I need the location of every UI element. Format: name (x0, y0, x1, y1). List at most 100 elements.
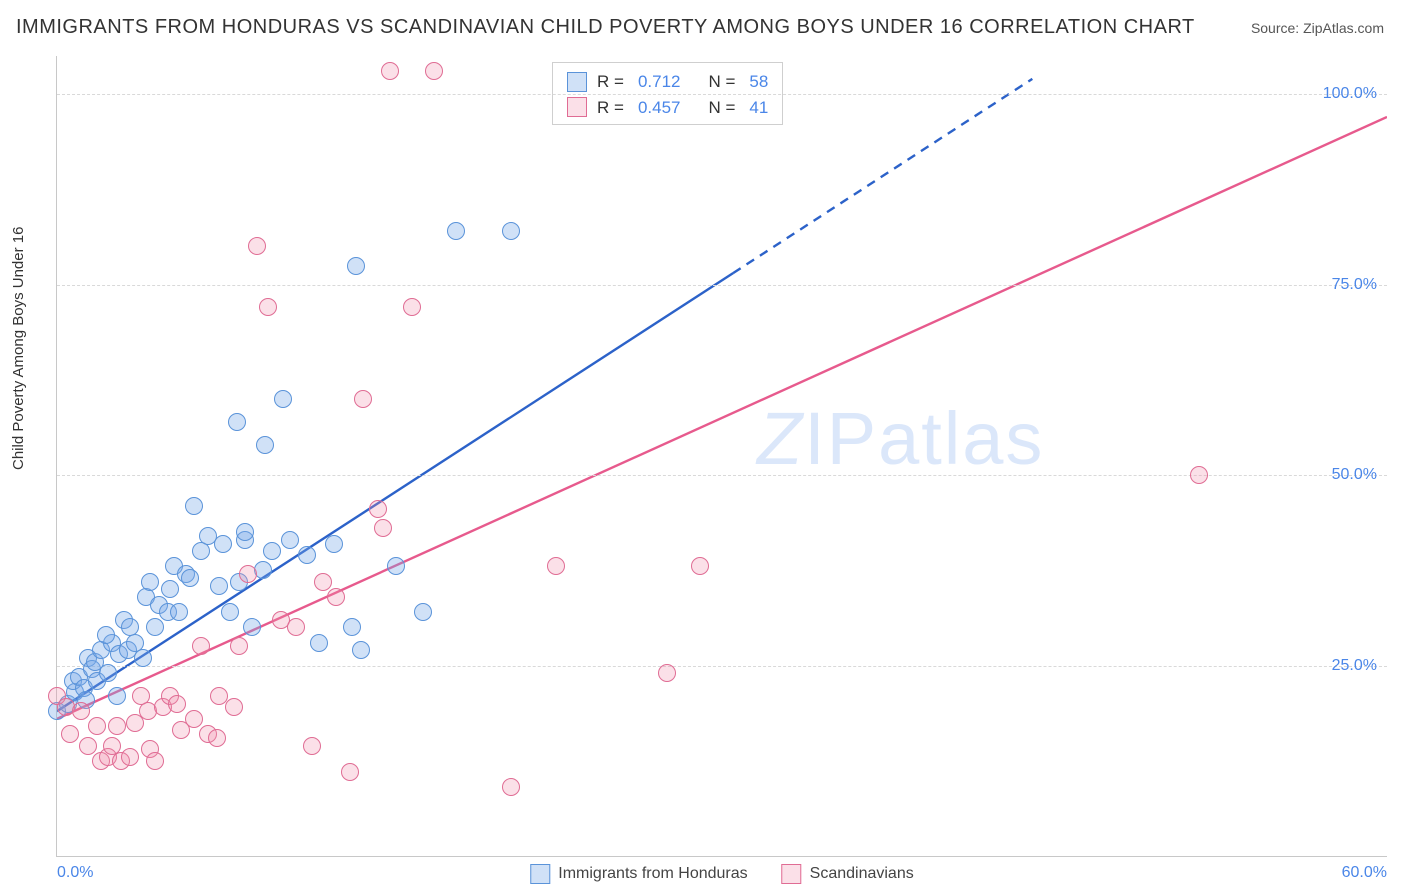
data-point-honduras (263, 542, 281, 560)
chart-plot-area: ZIPatlas R =0.712N =58R =0.457N =41 Immi… (56, 56, 1387, 857)
watermark-z: Z (757, 397, 804, 480)
legend-label: Immigrants from Honduras (558, 865, 747, 883)
data-point-scandinavians (225, 698, 243, 716)
data-point-scandinavians (369, 500, 387, 518)
data-point-scandinavians (425, 62, 443, 80)
data-point-honduras (347, 257, 365, 275)
data-point-scandinavians (192, 637, 210, 655)
data-point-scandinavians (314, 573, 332, 591)
data-point-honduras (281, 531, 299, 549)
r-label: R = (597, 95, 624, 121)
data-point-scandinavians (327, 588, 345, 606)
data-point-honduras (243, 618, 261, 636)
data-point-honduras (108, 687, 126, 705)
data-point-honduras (228, 413, 246, 431)
data-point-scandinavians (1190, 466, 1208, 484)
watermark-atlas: atlas (878, 397, 1044, 480)
data-point-scandinavians (108, 717, 126, 735)
x-tick-label: 0.0% (57, 864, 93, 882)
data-point-scandinavians (403, 298, 421, 316)
data-point-scandinavians (547, 557, 565, 575)
n-value: 58 (749, 69, 768, 95)
n-value: 41 (749, 95, 768, 121)
data-point-honduras (134, 649, 152, 667)
data-point-scandinavians (185, 710, 203, 728)
legend-item-scandinavians: Scandinavians (782, 864, 914, 884)
regression-lines (57, 56, 1387, 856)
data-point-scandinavians (287, 618, 305, 636)
data-point-honduras (170, 603, 188, 621)
data-point-honduras (325, 535, 343, 553)
gridline (57, 666, 1387, 667)
data-point-honduras (447, 222, 465, 240)
y-axis-label: Child Poverty Among Boys Under 16 (10, 227, 27, 470)
gridline (57, 285, 1387, 286)
data-point-scandinavians (208, 729, 226, 747)
data-point-honduras (146, 618, 164, 636)
legend-item-honduras: Immigrants from Honduras (530, 864, 747, 884)
data-point-scandinavians (88, 717, 106, 735)
r-value: 0.712 (638, 69, 681, 95)
data-point-scandinavians (374, 519, 392, 537)
data-point-scandinavians (381, 62, 399, 80)
data-point-honduras (256, 436, 274, 454)
data-point-honduras (214, 535, 232, 553)
data-point-honduras (274, 390, 292, 408)
y-tick-label: 75.0% (1332, 276, 1377, 294)
legend-stats-row-scandinavians: R = 0.457 N = 41 (567, 95, 768, 121)
gridline (57, 475, 1387, 476)
gridline (57, 94, 1387, 95)
data-point-scandinavians (121, 748, 139, 766)
data-point-honduras (298, 546, 316, 564)
source-label: Source: ZipAtlas.com (1251, 20, 1384, 36)
data-point-honduras (221, 603, 239, 621)
data-point-scandinavians (230, 637, 248, 655)
legend-swatch-honduras (530, 864, 550, 884)
data-point-scandinavians (354, 390, 372, 408)
data-point-scandinavians (239, 565, 257, 583)
legend-swatch-scandinavians (567, 97, 587, 117)
watermark: ZIPatlas (757, 396, 1044, 481)
data-point-scandinavians (210, 687, 228, 705)
data-point-honduras (181, 569, 199, 587)
data-point-scandinavians (691, 557, 709, 575)
data-point-scandinavians (502, 778, 520, 796)
data-point-scandinavians (658, 664, 676, 682)
page-title: IMMIGRANTS FROM HONDURAS VS SCANDINAVIAN… (16, 16, 1195, 39)
data-point-honduras (310, 634, 328, 652)
r-label: R = (597, 69, 624, 95)
data-point-scandinavians (61, 725, 79, 743)
data-point-scandinavians (72, 702, 90, 720)
n-label: N = (708, 95, 735, 121)
data-point-honduras (343, 618, 361, 636)
watermark-ip: IP (804, 397, 878, 480)
data-point-scandinavians (146, 752, 164, 770)
data-point-honduras (414, 603, 432, 621)
data-point-honduras (210, 577, 228, 595)
data-point-scandinavians (79, 737, 97, 755)
data-point-honduras (97, 626, 115, 644)
x-tick-label: 60.0% (1342, 864, 1387, 882)
y-tick-label: 50.0% (1332, 466, 1377, 484)
data-point-scandinavians (168, 695, 186, 713)
y-tick-label: 100.0% (1323, 85, 1377, 103)
legend-label: Scandinavians (810, 865, 914, 883)
data-point-honduras (161, 580, 179, 598)
legend-stats-row-honduras: R = 0.712 N = 58 (567, 69, 768, 95)
regression-line-honduras (57, 273, 733, 711)
data-point-honduras (352, 641, 370, 659)
data-point-honduras (99, 664, 117, 682)
legend-bottom: Immigrants from Honduras Scandinavians (530, 864, 913, 884)
y-tick-label: 25.0% (1332, 657, 1377, 675)
data-point-scandinavians (259, 298, 277, 316)
data-point-honduras (236, 523, 254, 541)
source-name: ZipAtlas.com (1303, 20, 1384, 36)
r-value: 0.457 (638, 95, 681, 121)
data-point-honduras (141, 573, 159, 591)
n-label: N = (708, 69, 735, 95)
data-point-scandinavians (248, 237, 266, 255)
data-point-scandinavians (341, 763, 359, 781)
data-point-honduras (254, 561, 272, 579)
data-point-scandinavians (303, 737, 321, 755)
legend-swatch-honduras (567, 72, 587, 92)
